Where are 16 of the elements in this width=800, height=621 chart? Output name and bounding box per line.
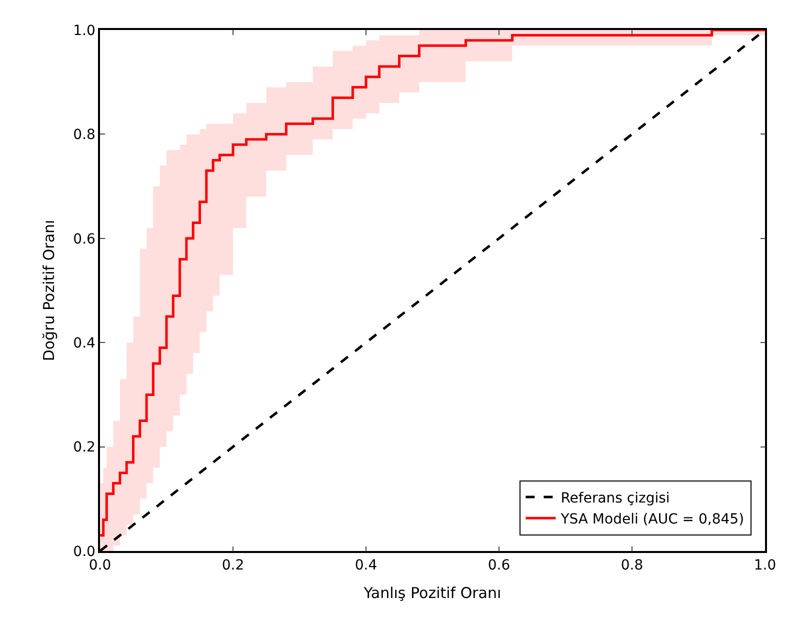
legend-label: YSA Modeli (AUC = 0,845) (560, 512, 744, 528)
x-tick-label: 0.8 (620, 558, 644, 574)
y-axis-title: Doğru Pozitif Oranı (40, 220, 58, 362)
x-tick-label: 0.4 (354, 558, 378, 574)
y-tick-label: 0.8 (73, 127, 96, 144)
y-tick-label: 0.4 (73, 336, 96, 352)
x-tick-label: 1.0 (754, 558, 776, 574)
legend-label: Referans çizgisi (560, 490, 670, 506)
y-tick-label: 0.6 (73, 231, 96, 248)
y-tick-label: 1.0 (73, 22, 96, 39)
y-tick-label: 0.0 (73, 544, 96, 560)
x-tick-label: 0.6 (488, 558, 510, 574)
x-tick-label: 0.2 (222, 558, 244, 574)
x-axis-title: Yanlış Pozitif Oranı (362, 584, 502, 602)
y-tick-label: 0.2 (73, 440, 96, 456)
x-tick-label: 0.0 (88, 558, 112, 574)
